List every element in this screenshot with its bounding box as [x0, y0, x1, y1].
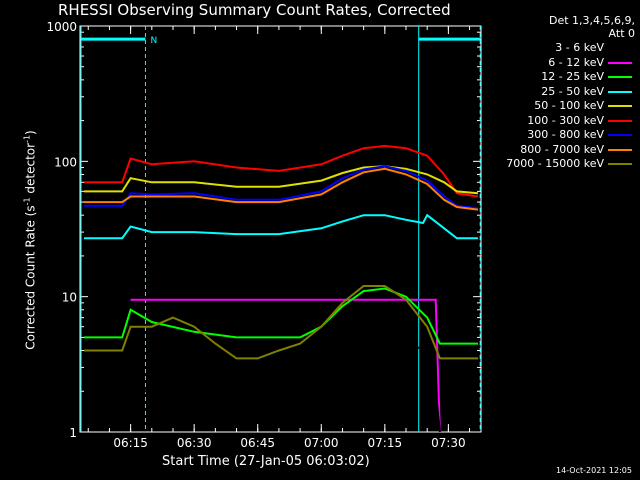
x-axis-label: Start Time (27-Jan-05 06:03:02) — [162, 454, 370, 469]
legend-label: 300 - 800 keV — [527, 128, 604, 141]
legend-swatch — [608, 148, 632, 151]
series-group — [84, 144, 479, 433]
legend-swatch — [608, 163, 632, 165]
legend-swatch — [608, 105, 632, 107]
x-tick-label: 07:15 — [368, 436, 403, 450]
legend-label: 7000 - 15000 keV — [506, 157, 604, 170]
series-line-7 — [84, 285, 478, 360]
plot-frame — [79, 25, 482, 433]
legend-entry: 50 - 100 keV — [486, 99, 634, 113]
x-tick-label: 06:45 — [240, 436, 275, 450]
legend-entry: 6 - 12 keV — [486, 56, 634, 70]
legend-entry: 300 - 800 keV — [486, 128, 634, 142]
series-line-5 — [130, 298, 441, 433]
legend-swatch — [608, 61, 632, 64]
legend-header-line1: Det 1,3,4,5,6,9, — [548, 14, 635, 27]
series-line-0 — [84, 144, 479, 198]
legend-entry: 100 - 300 keV — [486, 114, 634, 128]
legend-label: 6 - 12 keV — [548, 55, 604, 69]
legend-label: 25 - 50 keV — [541, 84, 604, 98]
legend-label: 3 - 6 keV — [555, 41, 604, 54]
series-line-4 — [84, 213, 478, 240]
night-markers: N — [80, 26, 481, 432]
y-tick-label: 10 — [62, 291, 77, 305]
x-tick-label: 06:30 — [177, 436, 212, 450]
legend-label: 12 - 25 keV — [541, 70, 604, 83]
legend-swatch — [608, 90, 632, 93]
y-tick-label: 100 — [54, 155, 77, 169]
legend-label: 50 - 100 keV — [534, 99, 604, 112]
tick-labels: 06:15 06:30 06:45 07:00 07:15 07:30 1 10 100 1000 — [46, 20, 465, 450]
night-label: N — [150, 36, 157, 46]
legend-entry: 12 - 25 keV — [486, 70, 634, 84]
legend-entry: 7000 - 15000 keV — [486, 157, 634, 171]
series-line-2 — [84, 165, 479, 210]
legend-label: 800 - 7000 keV — [520, 142, 604, 156]
footer-timestamp: 14-Oct-2021 12:05 — [556, 466, 632, 475]
chart-title: RHESSI Observing Summary Count Rates, Co… — [58, 1, 451, 19]
legend-label: 100 - 300 keV — [527, 113, 604, 127]
y-tick-label: 1 — [69, 426, 77, 440]
legend-entry: 3 - 6 keV — [486, 41, 634, 55]
y-axis-label: Corrected Count Rate (s-1 detector-1) — [22, 130, 38, 350]
series-line-1 — [84, 165, 479, 195]
x-tick-label: 06:15 — [113, 436, 148, 450]
y-tick-label: 1000 — [46, 20, 77, 34]
legend-header-line2: Att 0 — [608, 27, 635, 40]
legend-entry: 25 - 50 keV — [486, 85, 634, 99]
legend-swatch — [608, 76, 632, 78]
legend-swatch — [608, 47, 632, 50]
series-line-8 — [130, 336, 441, 433]
x-tick-label: 07:00 — [304, 436, 339, 450]
series-line-3 — [84, 167, 479, 211]
legend-swatch — [608, 134, 632, 136]
legend-swatch — [608, 119, 632, 122]
legend-entry: 800 - 7000 keV — [486, 143, 634, 157]
x-tick-label: 07:30 — [431, 436, 466, 450]
